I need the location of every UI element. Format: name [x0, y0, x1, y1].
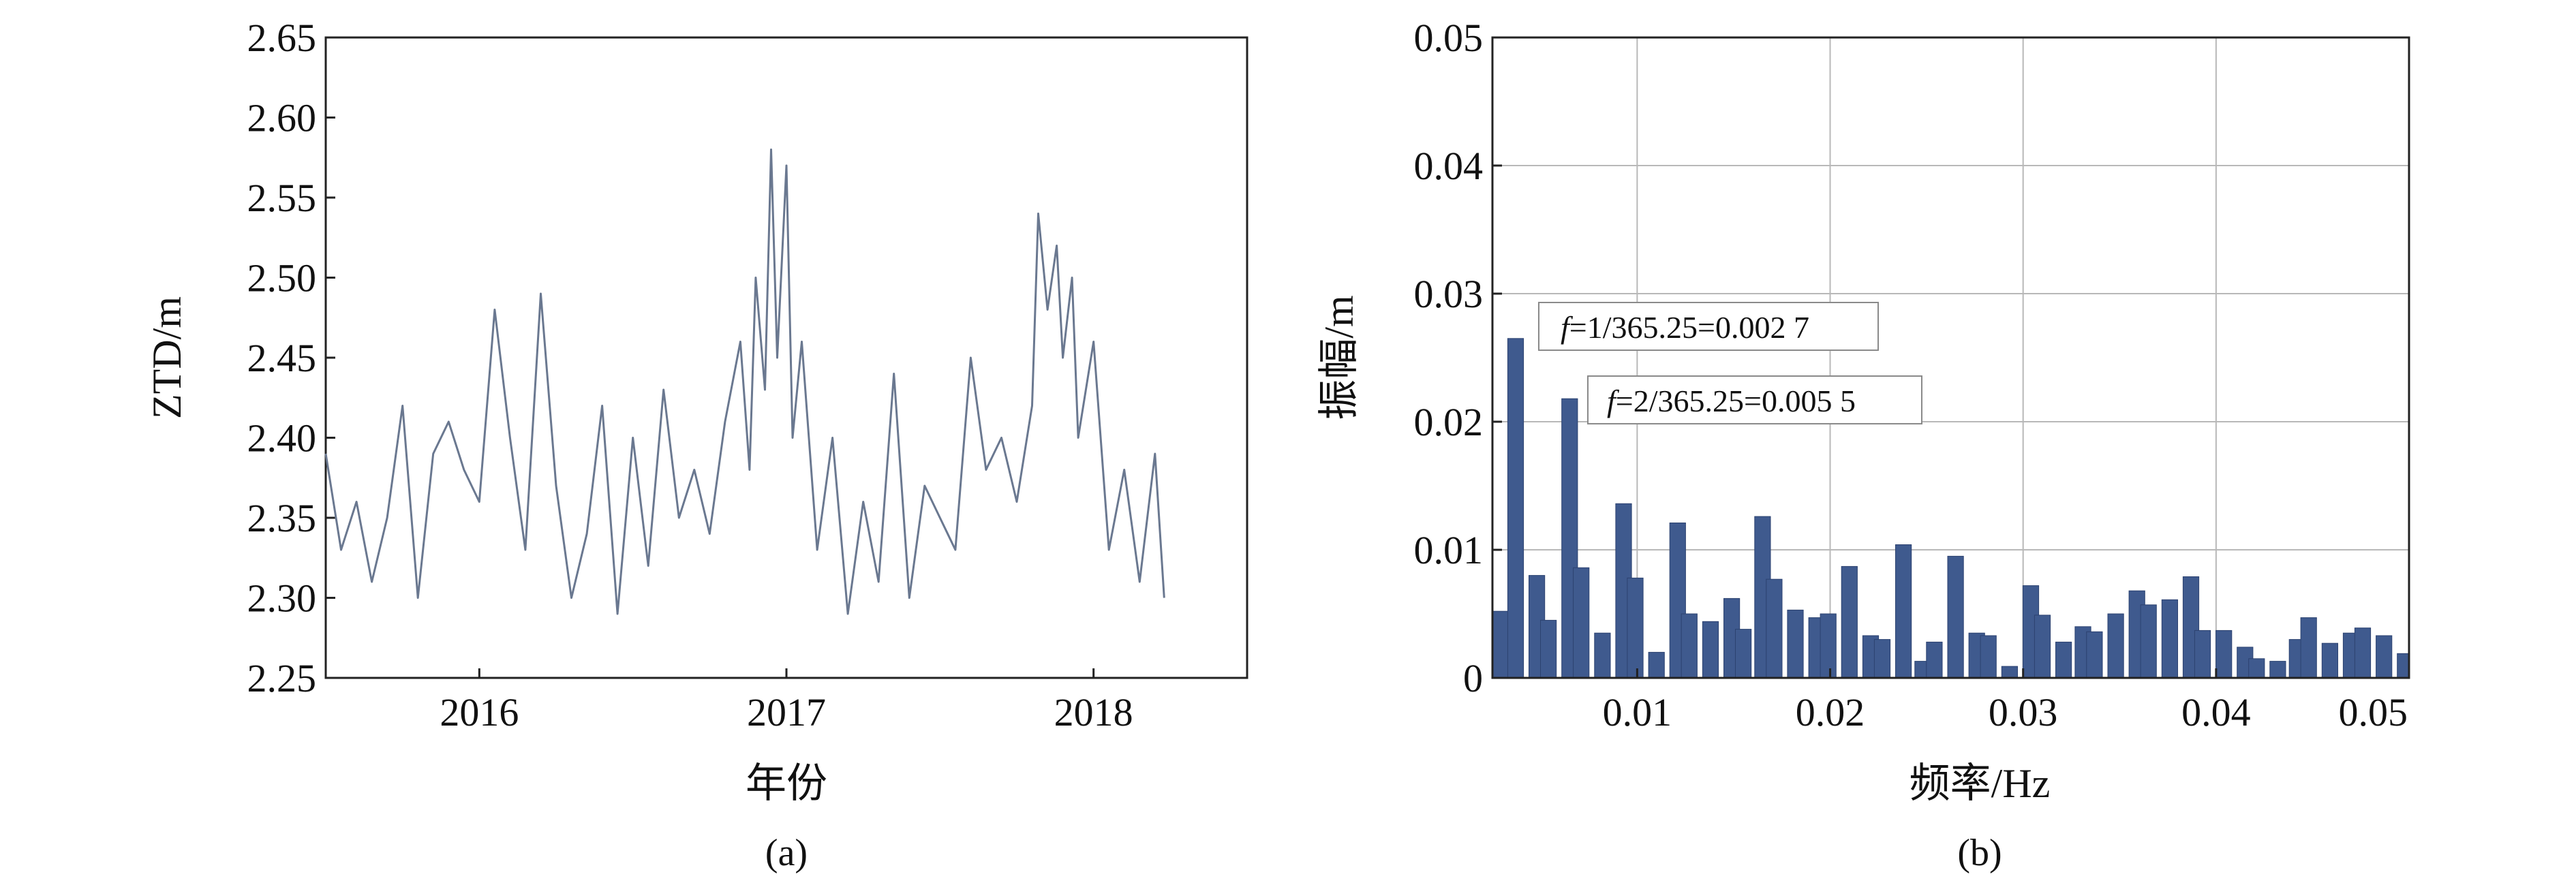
y-tick-label: 0.03	[1414, 272, 1484, 316]
amplitude-bar	[2300, 617, 2317, 679]
amplitude-bar	[1841, 565, 1858, 679]
amplitude-bar	[1895, 544, 1912, 679]
y-tick-label: 2.60	[247, 96, 317, 140]
x-tick-label: 0.03	[1989, 690, 2058, 734]
panel-b-y-axis-label: 振幅/m	[1317, 295, 1362, 420]
amplitude-bar	[1787, 609, 1804, 679]
x-tick-label: 0.05	[2339, 690, 2408, 734]
x-tick-label: 2016	[440, 690, 519, 734]
y-tick-label: 0.02	[1414, 400, 1484, 444]
panel-b-bars	[1492, 338, 2410, 679]
panel-a-caption: (a)	[765, 832, 808, 874]
panel-b-x-axis: 0.01 0.02 0.03 0.04 0.05	[1603, 668, 2410, 734]
amplitude-bar	[1820, 613, 1837, 679]
amplitude-bar	[2140, 604, 2157, 679]
panel-b-y-axis: 0 0.01 0.02 0.03 0.04 0.05	[1414, 16, 1502, 700]
y-tick-label: 2.40	[247, 416, 317, 461]
y-tick-label: 2.65	[247, 16, 317, 60]
amplitude-bar	[2161, 599, 2179, 679]
y-tick-label: 0.05	[1414, 16, 1484, 60]
amplitude-bar	[2086, 631, 2103, 679]
amplitude-bar	[2107, 613, 2124, 679]
panel-a-x-axis: 2016 2017 2018	[440, 668, 1133, 734]
y-tick-label: 2.25	[247, 656, 317, 700]
amplitude-bar	[1735, 629, 1752, 679]
panel-b-gridlines	[1492, 37, 2409, 678]
amplitude-bar	[1627, 577, 1644, 679]
x-tick-label: 0.04	[2181, 690, 2251, 734]
amplitude-bar	[2248, 658, 2265, 679]
amplitude-bar	[2001, 666, 2019, 679]
y-tick-label: 2.45	[247, 336, 317, 380]
y-tick-label: 2.30	[247, 576, 317, 621]
annotation-annual-frequency: f=1/365.25=0.002 7	[1538, 302, 1879, 351]
panel-a-y-axis: 2.25 2.30 2.35 2.40 2.45 2.50 2.55 2.60 2.65	[247, 16, 335, 700]
svg-text:f=1/365.25=0.002 7: f=1/365.25=0.002 7	[1561, 310, 1809, 345]
amplitude-bar	[2215, 630, 2233, 679]
x-tick-label: 0.01	[1603, 690, 1672, 734]
amplitude-bar	[2055, 641, 2072, 679]
y-tick-label: 0.04	[1414, 144, 1484, 188]
amplitude-bar	[2034, 615, 2051, 679]
panel-a-y-axis-label: ZTD/m	[144, 296, 189, 419]
amplitude-bar	[1980, 635, 1997, 679]
panel-b-caption: (b)	[1957, 832, 2002, 874]
amplitude-bar	[2376, 635, 2393, 679]
panel-a-ztd-time-series: 2.25 2.30 2.35 2.40 2.45 2.50 2.55 2.60 2.65 201…	[144, 16, 1248, 874]
x-tick-label: 0.02	[1796, 690, 1865, 734]
x-tick-label: 2017	[747, 690, 826, 734]
amplitude-bar	[2397, 653, 2410, 679]
panel-b-amplitude-spectrum: 00.010.020.030.040.05 0.01 0.02 0.03 0.04 0.…	[1317, 16, 2410, 874]
amplitude-bar	[1648, 651, 1665, 679]
annotation-2-text: =2/365.25=0.005 5	[1616, 384, 1856, 418]
svg-text:f=2/365.25=0.005 5: f=2/365.25=0.005 5	[1607, 384, 1856, 418]
panel-b-plot-frame	[1491, 36, 2410, 679]
amplitude-bar	[2321, 642, 2339, 679]
amplitude-bar	[2354, 627, 2372, 679]
amplitude-bar	[1766, 578, 1783, 679]
y-tick-label: 2.55	[247, 176, 317, 220]
y-tick-label: 2.35	[247, 496, 317, 540]
amplitude-bar	[1681, 613, 1698, 679]
amplitude-bar	[1492, 610, 1509, 679]
ztd-line	[324, 149, 1165, 615]
y-tick-label: 0	[1463, 656, 1483, 700]
panel-a-ztd-series	[324, 149, 1165, 615]
amplitude-bar	[2269, 661, 2286, 679]
panel-a-x-axis-label: 年份	[746, 761, 827, 806]
amplitude-bar	[1926, 641, 1943, 679]
panel-a-plot-frame	[324, 36, 1248, 679]
amplitude-bar	[1540, 619, 1557, 679]
x-tick-label: 2018	[1054, 690, 1133, 734]
annotation-semiannual-frequency: f=2/365.25=0.005 5	[1587, 375, 1922, 424]
amplitude-bar	[1594, 632, 1611, 679]
amplitude-bar	[1573, 567, 1590, 679]
amplitude-bar	[1507, 338, 1524, 679]
y-tick-label: 0.01	[1414, 528, 1484, 572]
amplitude-bar	[2194, 630, 2211, 679]
amplitude-bar	[1873, 639, 1891, 679]
amplitude-bar	[1947, 555, 1964, 679]
y-tick-label: 2.50	[247, 256, 317, 300]
panel-b-x-axis-label: 频率/Hz	[1910, 761, 2051, 806]
annotation-1-text: =1/365.25=0.002 7	[1569, 310, 1809, 345]
amplitude-bar	[1702, 621, 1719, 679]
